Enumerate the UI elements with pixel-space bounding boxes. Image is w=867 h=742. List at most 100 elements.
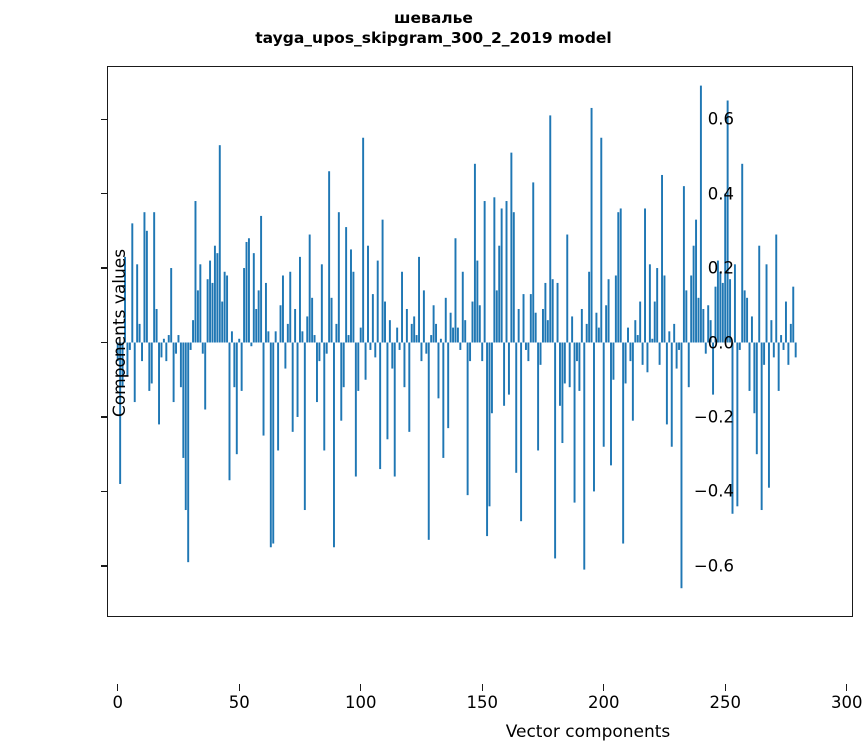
bar — [648, 264, 651, 343]
bar — [430, 335, 433, 343]
bar — [704, 342, 707, 354]
bar — [712, 342, 715, 395]
bar — [775, 234, 778, 343]
bar — [415, 335, 418, 343]
bar — [726, 100, 729, 343]
bar — [218, 145, 221, 343]
bar — [119, 342, 122, 484]
bar — [262, 342, 265, 436]
bar — [748, 342, 751, 391]
bar — [247, 238, 250, 343]
bar — [500, 208, 503, 343]
bar — [442, 342, 445, 458]
bar — [403, 342, 406, 388]
bar — [699, 85, 702, 343]
x-tick-mark — [603, 684, 605, 691]
bar — [447, 342, 450, 429]
bar — [284, 342, 287, 369]
bar — [522, 294, 525, 343]
bar — [228, 342, 231, 481]
bar — [396, 327, 399, 343]
bar — [243, 268, 246, 343]
bar — [459, 342, 462, 350]
bar — [481, 342, 484, 362]
bar — [573, 342, 576, 503]
bar — [658, 342, 661, 365]
bar — [702, 308, 705, 343]
bar — [639, 301, 642, 343]
bar — [398, 342, 401, 350]
bar — [644, 208, 646, 343]
bar — [685, 290, 688, 343]
bar — [789, 323, 792, 343]
bar — [687, 342, 690, 388]
bar — [182, 342, 185, 458]
bar — [607, 279, 610, 343]
bar — [651, 338, 654, 343]
y-tick-label: 0.4 — [707, 184, 734, 204]
bar — [435, 323, 438, 343]
bar — [175, 342, 178, 354]
y-tick-mark — [101, 565, 108, 567]
bar — [473, 163, 476, 343]
bar — [255, 308, 258, 343]
bar — [296, 342, 299, 417]
bar — [549, 115, 552, 343]
bar — [138, 323, 141, 343]
y-tick-label: 0.6 — [707, 109, 734, 129]
x-tick-mark — [481, 684, 483, 691]
bar — [410, 323, 413, 343]
bar — [794, 342, 797, 358]
bar — [384, 301, 386, 343]
y-tick-label: 0.0 — [707, 333, 734, 352]
bar — [279, 305, 282, 343]
bar — [165, 342, 168, 362]
bar — [422, 290, 425, 343]
bar — [274, 331, 277, 343]
bar — [787, 342, 790, 365]
bar — [328, 171, 331, 343]
bar — [746, 297, 749, 343]
bar — [454, 238, 457, 343]
bar — [301, 331, 304, 343]
bar — [226, 275, 229, 343]
bar — [624, 342, 627, 384]
bar — [420, 342, 423, 362]
bar — [347, 335, 350, 343]
bar — [381, 219, 384, 343]
bar — [488, 342, 491, 507]
y-tick-mark — [101, 341, 108, 344]
bar — [595, 312, 598, 343]
bar — [240, 342, 243, 391]
bar — [189, 342, 192, 350]
bar — [541, 308, 544, 343]
bar — [777, 342, 780, 391]
bar — [524, 342, 527, 350]
bar — [731, 342, 734, 514]
bar — [614, 275, 617, 343]
bar — [578, 342, 581, 391]
bar — [551, 279, 554, 343]
bar — [670, 342, 673, 447]
bar — [291, 342, 294, 432]
bar — [605, 305, 608, 343]
bar — [223, 271, 226, 343]
bar — [714, 286, 717, 343]
bar — [767, 342, 770, 488]
bar — [238, 338, 241, 343]
plot-axes: −0.6 −0.4 −0.2 0.0 0.2 0.4 0.6 0 50 100 150 200 250… — [101, 66, 862, 742]
bar — [580, 308, 583, 343]
bar — [665, 342, 668, 425]
bar — [692, 245, 695, 343]
bar — [233, 342, 236, 388]
bar — [510, 152, 513, 343]
bar — [121, 342, 124, 388]
bar — [330, 297, 333, 343]
bar — [425, 342, 428, 354]
bar — [719, 271, 722, 343]
bar — [590, 107, 593, 343]
bar — [476, 260, 479, 343]
bar — [289, 271, 292, 343]
bar — [709, 320, 712, 343]
bar — [583, 342, 586, 570]
